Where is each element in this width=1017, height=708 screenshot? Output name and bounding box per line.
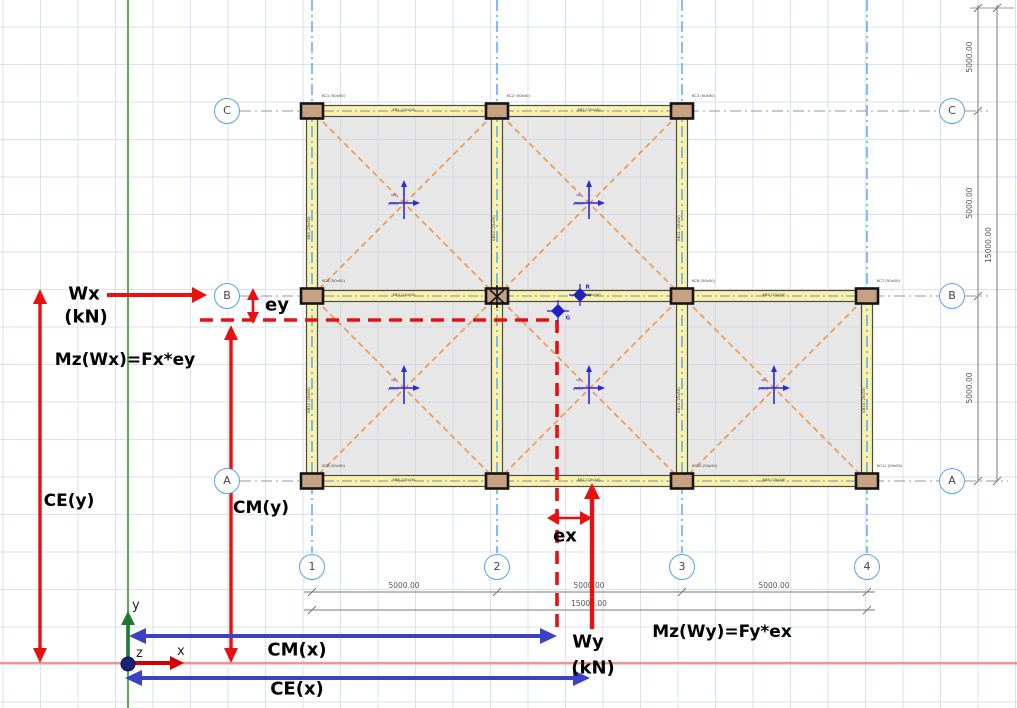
cm-y-arrow — [224, 325, 238, 663]
rigidity-center-letter: R — [585, 283, 590, 291]
column-label: KC7 (50x50) — [877, 278, 900, 284]
cm-dashed-lines — [200, 318, 559, 631]
dimension-lines — [304, 3, 1014, 615]
dim-bottom-total: 15000.00 — [571, 599, 607, 608]
ey-label: ey — [265, 294, 289, 316]
beam-label: KB2 (25x50) — [577, 107, 601, 113]
beam-label: KB8 (25x50) — [762, 477, 786, 483]
panel-load-text: p=25 — [758, 386, 768, 392]
beam-centerlines — [306, 110, 873, 482]
beam-label: KB1 (25x50) — [392, 107, 416, 113]
column-label: KC1 (50x50) — [322, 93, 345, 99]
grid-bubble-col-4: 4 — [854, 554, 880, 580]
grid-bubble-row-c-left: C — [214, 98, 240, 124]
beam-label-vertical: KB10 (25x50) — [491, 215, 497, 241]
panel-load-text: p=25 — [388, 386, 398, 392]
wy-arrow — [584, 483, 600, 629]
node-cluster-b2 — [489, 285, 505, 308]
dim-right-total: 15000.00 — [984, 227, 993, 263]
x-axis-label: x — [177, 644, 185, 659]
beam-label-vertical: KB14 (25x50) — [861, 387, 867, 413]
cm-x-label: CM(x) — [267, 639, 327, 661]
grid-bubble-row-a-left: A — [214, 468, 240, 494]
mz-wy-label: Mz(Wy)=Fy*ex — [652, 622, 792, 642]
panel-load-text: p=25 — [573, 386, 583, 392]
column-label: KC8 (50x50) — [322, 463, 345, 469]
grid-axis-lines-vertical — [311, 0, 868, 553]
column-label: KC10 (50x50) — [692, 463, 718, 469]
dim-right-2: 5000.00 — [965, 187, 974, 218]
beam-label: KB7 (25x50) — [577, 477, 601, 483]
dim-right-3: 5000.00 — [965, 372, 974, 403]
y-axis-label: y — [132, 598, 140, 613]
panel-load-text: q1 — [576, 192, 581, 198]
ey-arrow — [247, 288, 259, 324]
beam-label-vertical: KB9 (25x50) — [306, 216, 312, 240]
mass-center-marker — [547, 300, 569, 322]
panel-load-text: p=25 — [573, 201, 583, 207]
dimension-texts: 5000.00 5000.00 5000.00 15000.00 5000.00… — [388, 41, 993, 608]
grid-bubble-col-2: 2 — [484, 554, 510, 580]
column-label: KC2 (50x50) — [507, 93, 530, 99]
grid-bubble-row-b-right: B — [939, 283, 965, 309]
beam-label: KB4 (25x50) — [577, 292, 601, 298]
dim-bottom-3: 5000.00 — [758, 581, 789, 590]
red-annotation-arrows — [33, 287, 600, 663]
z-axis-label: z — [136, 646, 143, 661]
wx-unit: (kN) — [64, 306, 108, 328]
cm-x-arrow — [129, 628, 557, 644]
beam-label: KB5 (25x50) — [762, 292, 786, 298]
wy-unit: (kN) — [571, 657, 615, 679]
dim-right-1: 5000.00 — [965, 41, 974, 72]
panel-load-text: q1 — [391, 377, 396, 383]
wx-label: Wx — [68, 283, 100, 305]
beam-label-vertical: KB11 (25x50) — [676, 215, 682, 241]
beam-label-vertical: KB13 (25x50) — [676, 387, 682, 413]
dim-bottom-2: 5000.00 — [573, 581, 604, 590]
origin-triad — [120, 611, 184, 672]
column-label: KC3 (50x50) — [692, 93, 715, 99]
center-markers — [547, 284, 591, 322]
wy-label: Wy — [572, 631, 604, 653]
grid-bubble-col-3: 3 — [669, 554, 695, 580]
ex-label: ex — [553, 525, 577, 547]
mz-wx-label: Mz(Wx)=Fx*ey — [54, 350, 196, 370]
panel-load-symbols — [389, 180, 790, 404]
column-label: KC6 (50x50) — [692, 278, 715, 284]
ce-x-label: CE(x) — [270, 678, 324, 700]
panel-load-text: q1 — [391, 192, 396, 198]
wx-arrow — [107, 287, 207, 303]
dim-bottom-1: 5000.00 — [388, 581, 419, 590]
beam-label: KB6 (25x50) — [392, 477, 416, 483]
column-label: KC11 (50x50) — [877, 463, 903, 469]
ce-x-arrow — [125, 670, 590, 686]
columns — [299, 102, 880, 490]
origin-point — [120, 656, 136, 672]
beam-label: KB3 (25x50) — [392, 292, 416, 298]
rigidity-center-marker — [569, 284, 591, 306]
column-label: KC4 (50x50) — [322, 278, 345, 284]
beam-label-vertical: KB12 (25x50) — [306, 387, 312, 413]
grid-bubble-row-a-right: A — [939, 468, 965, 494]
grid-bubble-row-b-left: B — [214, 283, 240, 309]
blue-annotation-arrows — [125, 628, 590, 686]
ex-arrow — [547, 511, 592, 525]
ce-y-arrow — [33, 289, 47, 663]
panel-load-text: q1 — [761, 377, 766, 383]
panel-load-text: p=25 — [388, 201, 398, 207]
grid-bubble-row-c-right: C — [939, 98, 965, 124]
ce-y-label: CE(y) — [43, 491, 95, 511]
cm-y-label: CM(y) — [232, 498, 290, 518]
panel-load-text: q1 — [576, 377, 581, 383]
grid-bubble-col-1: 1 — [299, 554, 325, 580]
mass-center-letter: G — [565, 314, 571, 322]
